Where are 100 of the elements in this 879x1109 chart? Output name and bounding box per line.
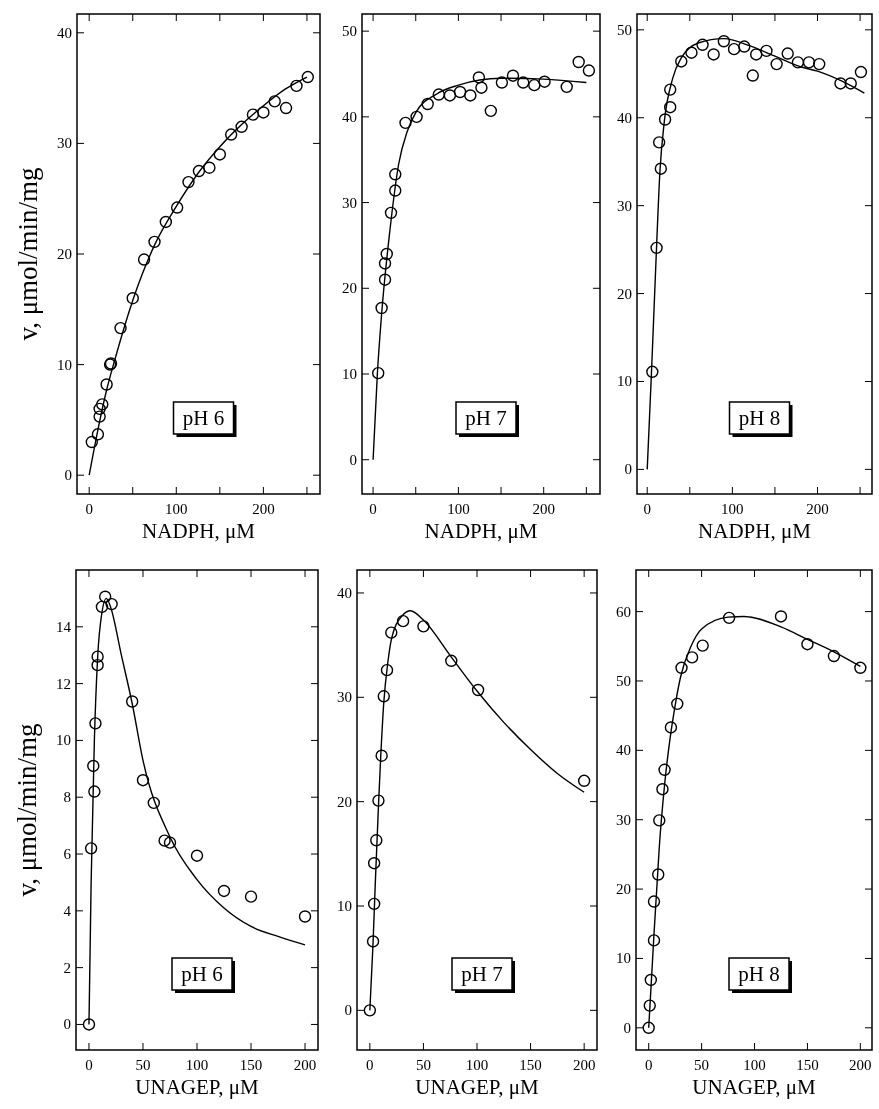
y-tick-label: 20 [57, 246, 72, 262]
y-tick-label: 50 [617, 21, 632, 38]
y-tick-label: 0 [623, 1019, 631, 1036]
point [770, 57, 783, 71]
point [380, 663, 394, 677]
annotation: pH 8 [738, 962, 780, 986]
point [652, 868, 665, 881]
point [375, 301, 388, 315]
x-tick-label: 200 [532, 501, 555, 517]
x-axis-title: NADPH, μM [424, 519, 538, 543]
y-tick-label: 30 [616, 811, 631, 828]
point [217, 884, 231, 898]
annotation: pH 6 [181, 962, 223, 986]
y-tick-label: 0 [624, 461, 632, 478]
point [560, 80, 573, 94]
point [389, 184, 402, 197]
point [363, 1004, 377, 1017]
x-tick-label: 0 [366, 1057, 374, 1073]
point [367, 857, 381, 870]
point [399, 116, 412, 130]
point [664, 100, 677, 114]
point [582, 64, 596, 77]
point [495, 76, 509, 89]
point [298, 910, 312, 923]
point [203, 161, 216, 174]
point [93, 410, 106, 423]
point [385, 626, 398, 639]
y-tick-label: 10 [57, 356, 72, 373]
point [656, 782, 669, 796]
y-tick-label: 2 [63, 959, 71, 976]
point [136, 773, 150, 787]
y-tick-label: 0 [349, 451, 357, 468]
point [213, 148, 227, 161]
x-axis-title: NADPH, μM [142, 519, 256, 543]
point [159, 215, 173, 229]
point [378, 257, 392, 270]
y-tick-label: 10 [337, 898, 352, 914]
point [854, 65, 868, 79]
point [738, 40, 751, 53]
point [367, 897, 381, 911]
y-tick-label: 20 [342, 280, 357, 297]
point [366, 935, 380, 948]
point [158, 834, 171, 847]
x-tick-label: 50 [135, 1057, 151, 1073]
x-axis-title: NADPH, μM [698, 519, 812, 543]
point [472, 71, 486, 84]
point [653, 814, 666, 827]
point [646, 365, 659, 378]
y-tick-label: 30 [617, 197, 632, 214]
point [91, 658, 104, 672]
point [105, 597, 118, 611]
point [760, 44, 773, 58]
point [89, 717, 102, 730]
point [147, 796, 160, 810]
point [82, 1018, 96, 1031]
annotation: pH 7 [461, 962, 503, 986]
x-tick-label: 150 [239, 1057, 263, 1073]
point [453, 85, 467, 99]
point [675, 55, 688, 68]
x-tick-label: 0 [369, 501, 377, 517]
y-tick-label: 30 [57, 135, 72, 152]
point [445, 654, 458, 667]
point [654, 162, 668, 175]
x-axis-title: UNAGEP, μM [135, 1075, 259, 1099]
point [268, 95, 281, 108]
point [675, 661, 688, 674]
point [125, 695, 139, 708]
y-tick-label: 20 [617, 285, 632, 302]
point [642, 1021, 655, 1034]
point [301, 70, 315, 84]
point [380, 247, 393, 261]
x-tick-label: 50 [415, 1057, 431, 1073]
y-tick-label: 40 [616, 742, 631, 759]
x-tick-label: 100 [447, 501, 470, 517]
x-tick-label: 50 [694, 1057, 710, 1073]
point [377, 690, 390, 703]
point [671, 697, 684, 711]
y-tick-label: 50 [616, 672, 631, 689]
point [802, 56, 816, 69]
point [85, 435, 99, 449]
y-tick-label: 20 [616, 881, 631, 898]
point [410, 110, 423, 124]
point [84, 842, 98, 855]
point [650, 241, 663, 255]
y-tick-label: 40 [57, 24, 72, 41]
y-tick-label: 30 [342, 194, 357, 211]
point [791, 56, 805, 69]
x-axis-title: UNAGEP, μM [692, 1075, 816, 1099]
point [96, 398, 109, 411]
x-tick-label: 100 [465, 1057, 489, 1073]
y-tick-label: 60 [616, 603, 631, 620]
y-tick-label: 12 [56, 675, 71, 692]
point [192, 164, 206, 178]
point [279, 101, 293, 115]
point [396, 614, 410, 628]
y-tick-label: 10 [56, 732, 71, 749]
point [148, 235, 161, 249]
point [813, 57, 826, 71]
point [685, 651, 699, 664]
point [801, 638, 814, 651]
